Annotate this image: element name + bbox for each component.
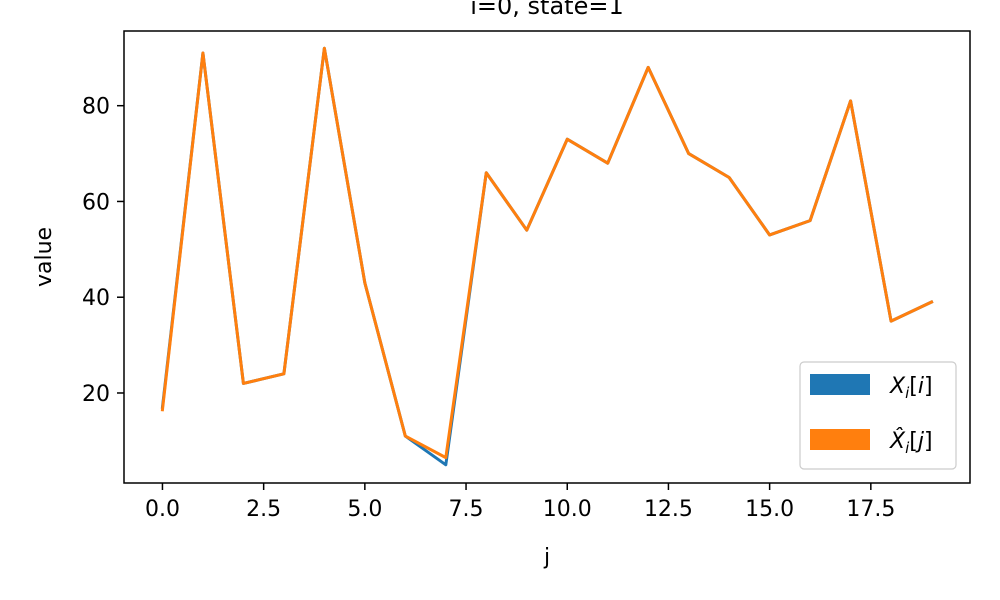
x-axis-ticks: 0.0 2.5 5.0 7.5 10.0 12.5 15.0 17.5	[145, 483, 895, 522]
y-axis-label: value	[32, 227, 57, 287]
series-layer	[160, 46, 934, 467]
chart-title: i=0, state=1	[470, 0, 623, 20]
y-tick-label: 20	[82, 382, 110, 407]
x-tick-label: 2.5	[246, 497, 281, 522]
x-tick-label: 0.0	[145, 497, 180, 522]
y-tick-label: 60	[82, 190, 110, 215]
series-line-1	[160, 46, 934, 460]
x-tick-label: 15.0	[745, 497, 794, 522]
plot-frame	[123, 30, 971, 484]
x-tick-label: 5.0	[347, 497, 382, 522]
legend-swatch-x	[810, 374, 870, 395]
x-tick-label: 12.5	[644, 497, 693, 522]
legend-label-x: Xi[i]	[889, 374, 933, 402]
legend-label-xhat: X̂i[j]	[889, 428, 933, 457]
legend: Xi[i] X̂i[j]	[799, 361, 957, 470]
x-tick-label: 17.5	[846, 497, 895, 522]
x-tick-label: 10.0	[543, 497, 592, 522]
legend-swatch-xhat	[810, 429, 870, 450]
y-tick-label: 40	[82, 286, 110, 311]
x-axis-label: j	[543, 545, 550, 570]
y-axis-ticks: 20 40 60 80	[82, 95, 124, 407]
x-tick-label: 7.5	[449, 497, 484, 522]
y-tick-label: 80	[82, 95, 110, 120]
